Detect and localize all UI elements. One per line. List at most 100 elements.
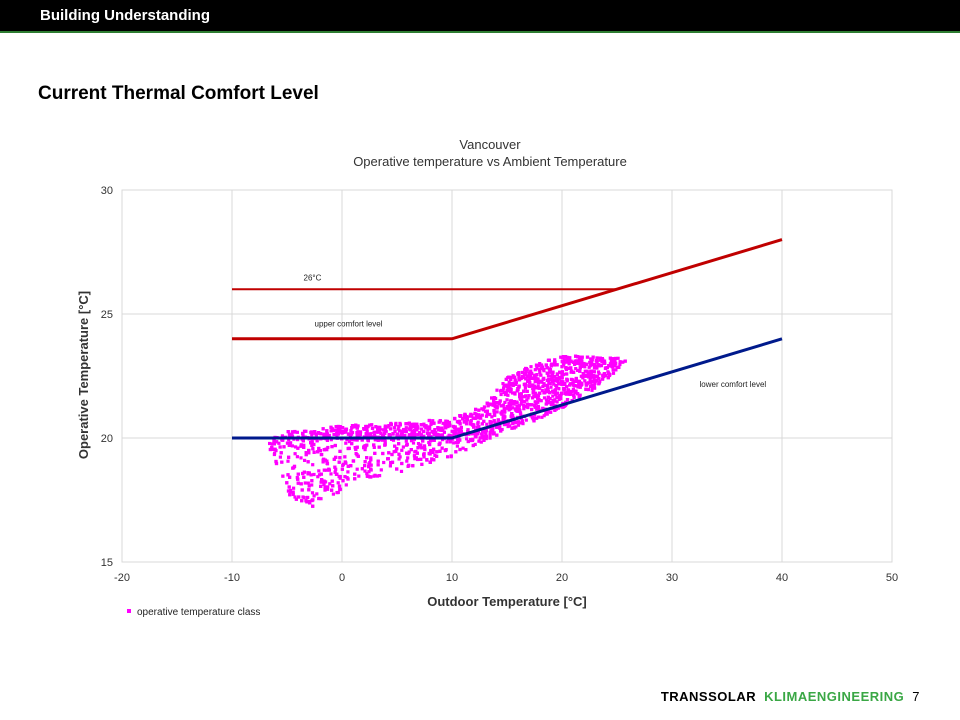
scatter-point [427, 440, 431, 445]
scatter-point [522, 407, 526, 411]
scatter-point [289, 441, 293, 445]
scatter-point [500, 409, 504, 413]
scatter-point [532, 373, 537, 377]
scatter-point [548, 397, 552, 401]
scatter-point [557, 397, 561, 401]
scatter-point [578, 369, 582, 373]
scatter-point [534, 376, 538, 380]
chart-subtitle: Operative temperature vs Ambient Tempera… [353, 154, 627, 169]
scatter-point [285, 481, 289, 485]
scatter-point [409, 425, 413, 429]
scatter-point [522, 400, 526, 404]
scatter-point [323, 485, 327, 489]
scatter-point [507, 406, 511, 410]
scatter-point [410, 429, 414, 433]
scatter-point [535, 366, 539, 370]
scatter-point [312, 450, 316, 454]
scatter-point [530, 407, 534, 412]
scatter-point [488, 412, 492, 417]
scatter-point [294, 445, 298, 449]
scatter-point [463, 413, 467, 417]
scatter-point [505, 398, 509, 402]
scatter-point [465, 417, 469, 421]
scatter-point [429, 421, 433, 425]
scatter-point [343, 475, 347, 479]
scatter-point [527, 384, 532, 388]
scatter-point [299, 456, 303, 460]
y-tick-label: 15 [101, 557, 113, 569]
scatter-point [516, 423, 521, 427]
scatter-point [435, 454, 439, 458]
footer-brand-secondary: KLIMAENGINEERING [764, 689, 905, 704]
scatter-point [547, 367, 551, 371]
scatter-point [511, 391, 515, 395]
scatter-point [288, 489, 292, 494]
scatter-point [532, 388, 536, 392]
scatter-point [420, 446, 424, 450]
scatter-point [332, 457, 336, 461]
scatter-point [327, 467, 331, 471]
scatter-point [373, 438, 377, 442]
scatter-point [526, 374, 530, 378]
scatter-point [485, 401, 489, 405]
scatter-point [576, 368, 580, 372]
scatter-point [454, 450, 458, 454]
scatter-point [519, 395, 524, 399]
scatter-point [590, 388, 594, 392]
scatter-point [534, 363, 539, 367]
scatter-point [593, 382, 597, 386]
scatter-point [395, 447, 399, 451]
scatter-point [560, 370, 565, 374]
scatter-point [568, 356, 572, 360]
scatter-point [599, 364, 604, 368]
scatter-point [405, 442, 409, 446]
scatter-point [583, 379, 587, 383]
scatter-point [389, 427, 393, 431]
scatter-point [386, 457, 390, 461]
scatter-point [422, 445, 427, 450]
scatter-point [338, 487, 342, 492]
scatter-point [346, 477, 350, 481]
scatter-point [569, 382, 573, 386]
scatter-point [301, 431, 305, 435]
scatter-point [388, 464, 392, 468]
scatter-point [376, 459, 380, 463]
scatter-point [419, 457, 423, 461]
scatter-point [610, 364, 614, 369]
scatter-point [572, 389, 576, 393]
scatter-point [427, 425, 431, 429]
scatter-point [545, 371, 549, 375]
scatter-point [389, 423, 393, 427]
scatter-point [495, 404, 499, 408]
scatter-point [369, 456, 373, 460]
scatter-point [387, 451, 391, 455]
scatter-point [368, 461, 372, 465]
scatter-point [545, 383, 549, 388]
scatter-point [598, 356, 602, 360]
scatter-point [341, 462, 345, 466]
scatter-point [590, 383, 594, 387]
scatter-point [341, 426, 345, 430]
scatter-point [410, 434, 415, 438]
scatter-point [465, 437, 469, 441]
scatter-point [617, 365, 621, 369]
scatter-point [547, 378, 551, 382]
scatter-point [547, 374, 551, 378]
y-tick-label: 20 [101, 433, 113, 445]
scatter-point [557, 382, 561, 386]
scatter-point [489, 421, 493, 426]
scatter-point [286, 489, 291, 493]
line-upper-comfort-level [232, 238, 783, 341]
chart-legend: operative temperature class [127, 607, 260, 618]
scatter-point [295, 455, 299, 459]
scatter-point [309, 473, 313, 477]
scatter-point [458, 447, 462, 452]
scatter-point [562, 388, 566, 392]
scatter-point [491, 428, 495, 432]
scatter-point [333, 470, 337, 474]
scatter-point [553, 358, 557, 362]
scatter-point [495, 406, 499, 410]
scatter-point [524, 394, 528, 398]
scatter-point [294, 497, 298, 501]
scatter-point [546, 409, 550, 413]
